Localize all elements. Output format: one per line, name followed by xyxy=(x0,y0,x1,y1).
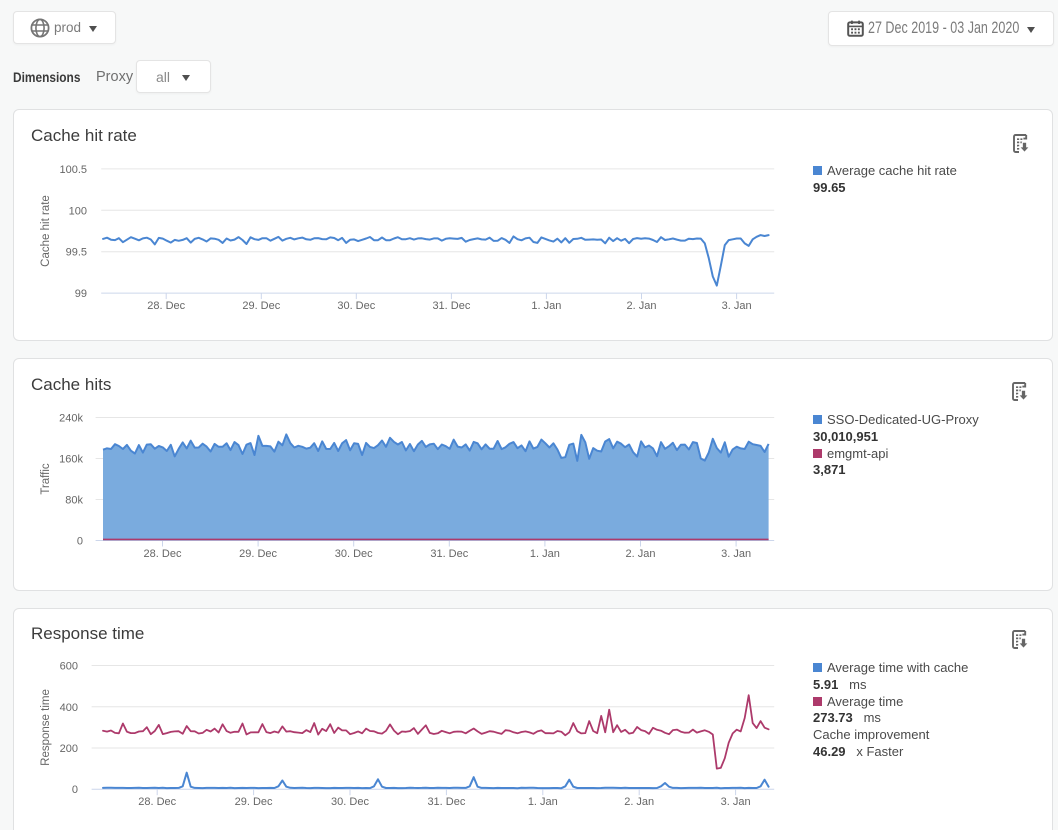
svg-text:100.5: 100.5 xyxy=(59,164,87,176)
svg-text:31. Dec: 31. Dec xyxy=(430,548,468,560)
svg-text:1. Jan: 1. Jan xyxy=(528,796,558,808)
svg-text:30. Dec: 30. Dec xyxy=(337,300,375,312)
svg-text:29. Dec: 29. Dec xyxy=(239,548,277,560)
svg-text:28. Dec: 28. Dec xyxy=(138,796,176,808)
svg-text:80k: 80k xyxy=(65,495,83,507)
svg-text:2. Jan: 2. Jan xyxy=(624,796,654,808)
svg-text:28. Dec: 28. Dec xyxy=(147,300,185,312)
svg-text:100: 100 xyxy=(69,205,87,217)
svg-text:29. Dec: 29. Dec xyxy=(235,796,273,808)
svg-text:30. Dec: 30. Dec xyxy=(335,548,373,560)
svg-text:0: 0 xyxy=(77,536,83,548)
svg-text:3. Jan: 3. Jan xyxy=(721,548,751,560)
svg-text:2. Jan: 2. Jan xyxy=(627,300,657,312)
svg-text:Cache hit rate: Cache hit rate xyxy=(40,195,52,267)
svg-text:31. Dec: 31. Dec xyxy=(432,300,470,312)
svg-text:99.5: 99.5 xyxy=(66,247,87,259)
svg-text:1. Jan: 1. Jan xyxy=(531,300,561,312)
svg-text:240k: 240k xyxy=(59,413,83,425)
svg-text:29. Dec: 29. Dec xyxy=(242,300,280,312)
svg-text:1. Jan: 1. Jan xyxy=(530,548,560,560)
svg-text:31. Dec: 31. Dec xyxy=(427,796,465,808)
svg-text:3. Jan: 3. Jan xyxy=(721,796,751,808)
svg-text:200: 200 xyxy=(60,743,78,755)
svg-text:28. Dec: 28. Dec xyxy=(144,548,182,560)
svg-text:0: 0 xyxy=(72,784,78,796)
svg-text:400: 400 xyxy=(60,702,78,714)
svg-text:30. Dec: 30. Dec xyxy=(331,796,369,808)
svg-text:3. Jan: 3. Jan xyxy=(722,300,752,312)
svg-text:160k: 160k xyxy=(59,454,83,466)
svg-text:600: 600 xyxy=(60,661,78,673)
svg-text:99: 99 xyxy=(75,288,87,300)
svg-text:Traffic: Traffic xyxy=(40,463,52,495)
svg-text:Response time: Response time xyxy=(40,689,52,766)
svg-text:2. Jan: 2. Jan xyxy=(626,548,656,560)
